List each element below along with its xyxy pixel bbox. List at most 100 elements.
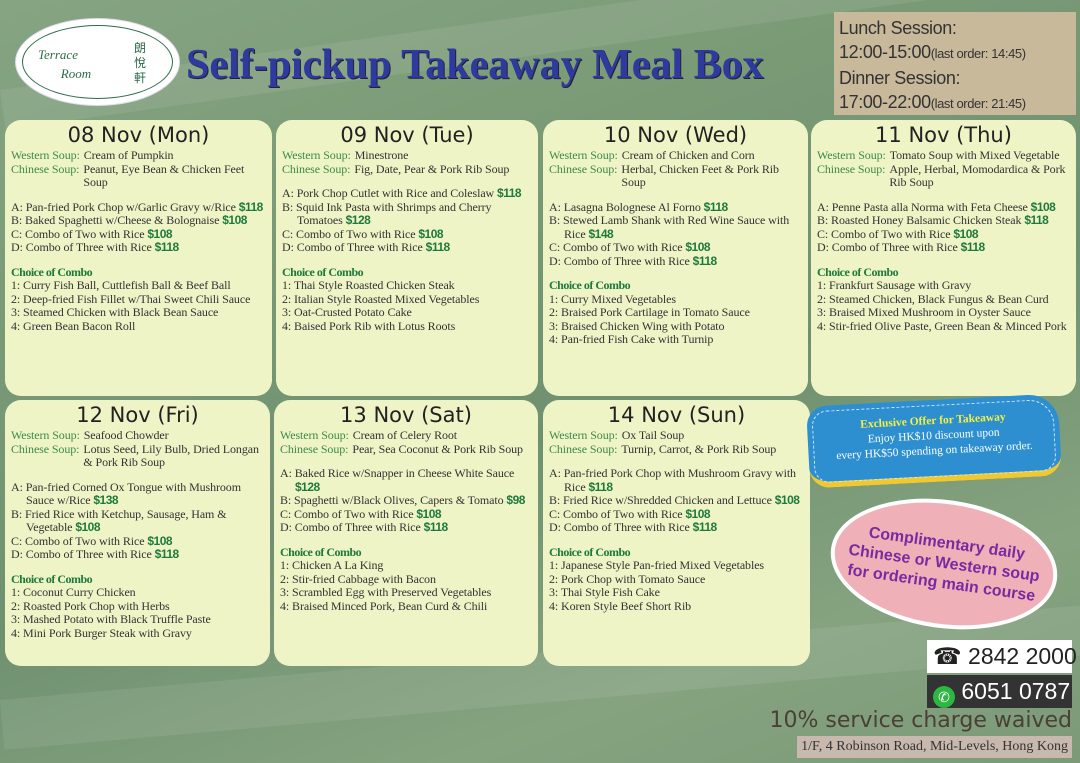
main-course-name: A: Pork Chop Cutlet with Rice and Colesl…	[282, 186, 495, 200]
main-course-name: C: Combo of Two with Rice	[11, 533, 145, 548]
main-course-item: A: Pan-fried Corned Ox Tongue with Mushr…	[11, 479, 264, 508]
main-course-name: B: Squid Ink Pasta with Shrimps and Cher…	[282, 199, 492, 227]
western-soup-label: Western Soup:	[11, 428, 80, 442]
takeaway-offer-banner: Exclusive Offer for Takeaway Enjoy HK$10…	[806, 393, 1062, 489]
day-menu-card: 10 Nov (Wed) Western Soup: Cream of Chick…	[543, 120, 808, 396]
price: $118	[960, 240, 986, 254]
price: $108	[685, 240, 711, 254]
main-course-name: B: Baked Spaghetti w/Cheese & Bolognaise	[11, 213, 220, 227]
day-date: 14 Nov (Sun)	[607, 403, 746, 427]
combo-item: 4: Koren Style Beef Short Rib	[549, 598, 692, 613]
price: $118	[1024, 213, 1049, 227]
price: $108	[147, 226, 173, 241]
main-course-item: A: Pork Chop Cutlet with Rice and Colesl…	[282, 186, 532, 201]
combo-item: 2: Braised Pork Cartilage in Tomato Sauc…	[549, 305, 750, 319]
price: $138	[93, 493, 119, 507]
price: $118	[423, 520, 449, 534]
main-course-name: D: Combo of Three with Rice	[280, 520, 421, 534]
main-course-item: A: Baked Rice w/Snapper in Cheese White …	[280, 466, 532, 494]
western-soup-label: Western Soup:	[282, 148, 351, 162]
main-course-name: C: Combo of Two with Rice	[282, 226, 416, 241]
western-soup: Cream of Celery Root	[352, 428, 458, 442]
price: $108	[222, 213, 247, 227]
western-soup-label: Western Soup:	[549, 428, 618, 442]
chinese-soup-label: Chinese Soup:	[817, 161, 886, 176]
whatsapp-number[interactable]: ✆ 6051 0787	[927, 675, 1072, 708]
main-course-item: C: Combo of Two with Rice $108	[282, 226, 532, 242]
main-course-item: D: Combo of Three with Rice $118	[11, 240, 266, 255]
western-soup-label: Western Soup:	[280, 428, 349, 442]
day-menu-card: 12 Nov (Fri) Western Soup: Seafood Chowde…	[5, 400, 270, 666]
combo-item: 1: Coconut Curry Chicken	[11, 585, 136, 599]
main-course-item: B: Fried Rice with Ketchup, Sausage, Ham…	[11, 507, 264, 535]
lunch-last-order: (last order: 14:45)	[930, 46, 1026, 61]
main-course-name: D: Combo of Three with Rice	[11, 240, 152, 254]
combo-item: 2: Steamed Chicken, Black Fungus & Bean …	[817, 291, 1049, 306]
main-course-item: B: Roasted Honey Balsamic Chicken Steak …	[817, 213, 1070, 228]
main-course-name: D: Combo of Three with Rice	[11, 547, 152, 561]
session-hours: Lunch Session: 12:00-15:00(last order: 1…	[834, 12, 1076, 115]
combo-title: Choice of Combo	[280, 544, 362, 559]
combo-item: 2: Pork Chop with Tomato Sauce	[549, 571, 706, 586]
price: $108	[75, 520, 101, 534]
main-course-item: D: Combo of Three with Rice $118	[282, 240, 532, 255]
western-soup-label: Western Soup:	[817, 148, 886, 162]
main-course-item: A: Lasagna Bolognese Al Forno $118	[549, 200, 802, 215]
dinner-label: Dinner Session:	[839, 68, 961, 88]
combo-item: 1: Curry Fish Ball, Cuttlefish Ball & Be…	[11, 278, 231, 292]
address: 1/F, 4 Robinson Road, Mid-Levels, Hong K…	[797, 736, 1072, 758]
combo-title: Choice of Combo	[282, 264, 364, 279]
combo-item: 4: Baised Pork Rib with Lotus Roots	[282, 318, 456, 333]
combo-title: Choice of Combo	[817, 264, 899, 279]
combo-title: Choice of Combo	[11, 571, 93, 586]
main-course-name: C: Combo of Two with Rice	[549, 506, 683, 521]
chinese-soup-label: Chinese Soup:	[11, 161, 80, 176]
combo-item: 4: Stir-fried Olive Paste, Green Bean & …	[817, 318, 1067, 333]
chinese-soup-label: Chinese Soup:	[11, 441, 80, 456]
telephone-icon: ☎	[933, 643, 962, 669]
western-soup: Minestrone	[354, 148, 409, 162]
combo-item: 3: Braised Mixed Mushroom in Oyster Sauc…	[817, 305, 1031, 319]
main-course-name: B: Roasted Honey Balsamic Chicken Steak	[817, 213, 1022, 227]
whatsapp-icon: ✆	[933, 686, 955, 708]
main-course-name: C: Combo of Two with Rice	[280, 506, 414, 521]
main-course-item: D: Combo of Three with Rice $118	[280, 520, 532, 535]
day-date: 09 Nov (Tue)	[340, 123, 474, 147]
chinese-soup: Lotus Seed, Lily Bulb, Dried Longan & Po…	[83, 441, 259, 469]
main-course-item: D: Combo of Three with Rice $118	[549, 520, 804, 535]
combo-item: 4: Green Bean Bacon Roll	[11, 318, 136, 333]
phone-number[interactable]: ☎ 2842 2000	[927, 640, 1077, 673]
main-course-item: B: Stewed Lamb Shank with Red Wine Sauce…	[549, 213, 802, 241]
combo-item: 4: Mini Pork Burger Steak with Gravy	[11, 625, 192, 640]
western-soup-label: Western Soup:	[11, 148, 80, 162]
combo-item: 3: Scrambled Egg with Preserved Vegetabl…	[280, 585, 492, 599]
lunch-time: 12:00-15:00	[839, 42, 931, 62]
price: $108	[774, 493, 800, 507]
chinese-soup-label: Chinese Soup:	[282, 161, 351, 176]
price: $108	[418, 226, 444, 241]
price: $128	[345, 213, 371, 227]
combo-item: 1: Chicken A La King	[280, 558, 384, 572]
combo-item: 2: Italian Style Roasted Mixed Vegetable…	[282, 291, 480, 306]
chinese-soup: Peanut, Eye Bean & Chicken Feet Soup	[83, 161, 245, 189]
combo-item: 2: Stir-fried Cabbage with Bacon	[280, 571, 436, 586]
combo-item: 2: Roasted Pork Chop with Herbs	[11, 598, 170, 613]
price: $108	[416, 506, 442, 521]
main-course-item: A: Penne Pasta alla Norma with Feta Chee…	[817, 199, 1070, 215]
main-course-item: A: Pan-fried Pork Chop with Mushroom Gra…	[549, 466, 804, 494]
western-soup: Cream of Chicken and Corn	[621, 148, 755, 162]
main-course-item: B: Squid Ink Pasta with Shrimps and Cher…	[282, 199, 532, 228]
day-menu-card: 09 Nov (Tue) Western Soup: Minestrone Chi…	[276, 120, 538, 396]
western-soup: Ox Tail Soup	[621, 428, 685, 442]
main-course-name: A: Pan-fried Corned Ox Tongue with Mushr…	[11, 479, 241, 507]
price: $118	[692, 253, 718, 268]
main-course-name: B: Fried Rice w/Shredded Chicken and Let…	[549, 493, 772, 507]
price: $108	[1030, 199, 1056, 214]
main-course-item: C: Combo of Two with Rice $108	[11, 533, 264, 549]
logo-text: Room	[60, 66, 92, 81]
price: $98	[506, 493, 525, 507]
combo-item: 3: Braised Chicken Wing with Potato	[549, 318, 725, 333]
combo-title: Choice of Combo	[549, 278, 631, 292]
combo-item: 1: Frankfurt Sausage with Gravy	[817, 278, 972, 292]
combo-item: 3: Oat-Crusted Potato Cake	[282, 305, 412, 319]
